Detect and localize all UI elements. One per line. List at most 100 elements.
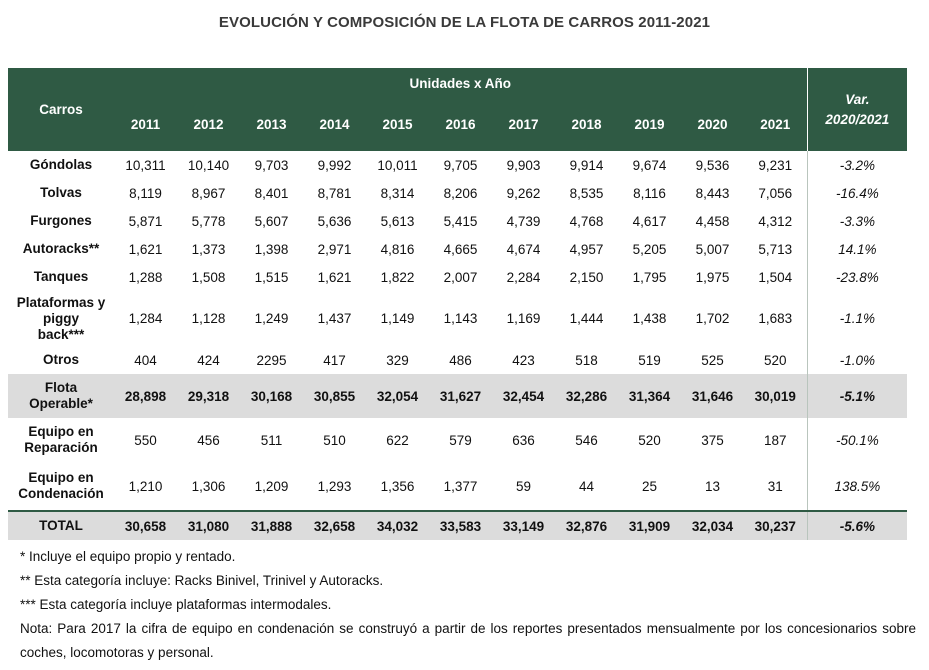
table-cell: 1,822 bbox=[380, 269, 415, 285]
header-year: 2011 bbox=[114, 98, 177, 151]
table-cell: 2295 bbox=[256, 352, 287, 368]
table-cell: 1,293 bbox=[317, 478, 352, 494]
header-year: 2014 bbox=[303, 98, 366, 151]
table-cell: 5,613 bbox=[380, 213, 415, 229]
table-cell: 25 bbox=[641, 478, 658, 494]
footnote-3: *** Esta categoría incluye plataformas i… bbox=[20, 597, 332, 612]
table-cell: 8,314 bbox=[380, 185, 415, 201]
var-cell: -5.1% bbox=[806, 374, 908, 418]
header-year: 2016 bbox=[429, 98, 492, 151]
table-row: Equipo en Reparación 550 456 511 510 622 579 636… bbox=[8, 418, 908, 462]
table-cell: 1,437 bbox=[317, 311, 352, 326]
table-row: Tanques 1,288 1,508 1,515 1,621 1,822 2,007 2,2… bbox=[8, 263, 908, 291]
row-label: Furgones bbox=[8, 207, 114, 235]
row-label-line: Plataformas y bbox=[16, 294, 106, 310]
table-cell: 546 bbox=[575, 432, 598, 448]
table-cell: 8,781 bbox=[317, 185, 352, 201]
table-cell: 5,415 bbox=[443, 213, 478, 229]
table-row: Equipo en Condenación 1,210 1,306 1,209 1,293… bbox=[8, 462, 908, 511]
table-cell: 1,621 bbox=[128, 241, 163, 257]
row-label-line: back*** bbox=[37, 326, 85, 342]
table-row: Otros 404 424 2295 417 329 486 423 518 519 525 520 -… bbox=[8, 346, 908, 374]
row-label: Tanques bbox=[8, 263, 114, 291]
var-cell: 138.5% bbox=[806, 462, 908, 511]
table-cell: 1,169 bbox=[506, 311, 541, 326]
table-cell: 7,056 bbox=[758, 185, 793, 201]
table-cell: 44 bbox=[578, 478, 595, 494]
table-cell: 4,617 bbox=[632, 213, 667, 229]
table-cell: 5,713 bbox=[758, 241, 793, 257]
var-cell: -3.2% bbox=[806, 151, 908, 179]
table-cell: 9,703 bbox=[254, 157, 289, 173]
table-cell: 1,128 bbox=[191, 311, 226, 326]
table-cell: 31,627 bbox=[429, 374, 492, 418]
page-title: EVOLUCIÓN Y COMPOSICIÓN DE LA FLOTA DE C… bbox=[218, 14, 711, 31]
row-label-line: Flota bbox=[44, 380, 78, 395]
table-cell: 9,536 bbox=[695, 157, 730, 173]
var-cell: -23.8% bbox=[806, 263, 908, 291]
table-cell: 2,284 bbox=[506, 269, 541, 285]
table-cell: 9,914 bbox=[569, 157, 604, 173]
table-cell: 5,871 bbox=[128, 213, 163, 229]
table-cell: 31,888 bbox=[240, 510, 303, 540]
footnote-1: * Incluye el equipo propio y rentado. bbox=[20, 549, 236, 564]
row-label: Autoracks** bbox=[8, 235, 114, 263]
table-cell: 1,143 bbox=[443, 311, 478, 326]
table-cell: 4,312 bbox=[758, 213, 793, 229]
row-label-line: Furgones bbox=[30, 213, 92, 228]
table-cell: 5,778 bbox=[191, 213, 226, 229]
table-cell: 1,249 bbox=[254, 311, 289, 326]
table-cell: 1,515 bbox=[254, 269, 289, 285]
table-cell: 31,364 bbox=[618, 374, 681, 418]
table-cell: 30,019 bbox=[744, 374, 808, 418]
header-year: 2015 bbox=[366, 98, 429, 151]
row-label-line: Tolvas bbox=[40, 185, 82, 200]
table-cell: 8,119 bbox=[129, 185, 162, 201]
table-cell: 4,665 bbox=[443, 241, 478, 257]
row-label: Equipo en Reparación bbox=[8, 418, 114, 462]
table-cell: 1,621 bbox=[317, 269, 352, 285]
table-cell: 9,992 bbox=[317, 157, 352, 173]
table-cell: 1,377 bbox=[443, 478, 478, 494]
table-cell: 1,702 bbox=[695, 311, 730, 326]
table-cell: 5,007 bbox=[695, 241, 730, 257]
table-row: Góndolas 10,311 10,140 9,703 9,992 10,011 9,70… bbox=[8, 151, 908, 179]
table-cell: 5,205 bbox=[632, 241, 667, 257]
header-var-line-2: 2020/2021 bbox=[825, 111, 890, 127]
table-cell: 1,288 bbox=[128, 269, 163, 285]
table-cell: 1,356 bbox=[380, 478, 415, 494]
table-cell: 2,150 bbox=[569, 269, 604, 285]
table-cell: 4,816 bbox=[380, 241, 415, 257]
table-cell: 32,876 bbox=[555, 510, 618, 540]
table-cell: 1,508 bbox=[191, 269, 226, 285]
header-row-group: Carros Unidades x Año Var. 2020/2021 bbox=[8, 68, 908, 151]
header-year: 2013 bbox=[240, 98, 303, 151]
var-cell: 14.1% bbox=[806, 235, 908, 263]
footnotes: * Incluye el equipo propio y rentado. **… bbox=[20, 545, 916, 665]
table-cell: 10,311 bbox=[125, 157, 166, 173]
row-label-line: Equipo en bbox=[28, 470, 94, 485]
table-cell: 550 bbox=[134, 432, 157, 448]
header-unidades-x-ano: Unidades x Año bbox=[114, 68, 808, 98]
table-cell: 1,210 bbox=[128, 478, 163, 494]
table-cell: 30,237 bbox=[744, 510, 808, 540]
table-cell: 518 bbox=[575, 352, 598, 368]
table-cell: 1,683 bbox=[758, 311, 793, 326]
table-cell: 8,443 bbox=[695, 185, 730, 201]
table-cell: 622 bbox=[386, 432, 409, 448]
var-cell: -1.0% bbox=[806, 346, 908, 374]
row-label-line: Autoracks** bbox=[22, 241, 100, 256]
row-label-line: TOTAL bbox=[39, 518, 83, 533]
table-row: Furgones 5,871 5,778 5,607 5,636 5,613 5,415 4,… bbox=[8, 207, 908, 235]
fleet-table: Carros Unidades x Año Var. 2020/2021 201… bbox=[8, 68, 908, 540]
table-cell: 32,454 bbox=[492, 374, 555, 418]
var-cell: -5.6% bbox=[806, 510, 908, 540]
table-cell: 32,054 bbox=[366, 374, 429, 418]
header-year: 2018 bbox=[555, 98, 618, 151]
table-cell: 34,032 bbox=[366, 510, 429, 540]
table-cell: 31,080 bbox=[177, 510, 240, 540]
table-cell: 5,607 bbox=[254, 213, 289, 229]
table-cell: 1,504 bbox=[758, 269, 793, 285]
table-cell: 519 bbox=[638, 352, 661, 368]
